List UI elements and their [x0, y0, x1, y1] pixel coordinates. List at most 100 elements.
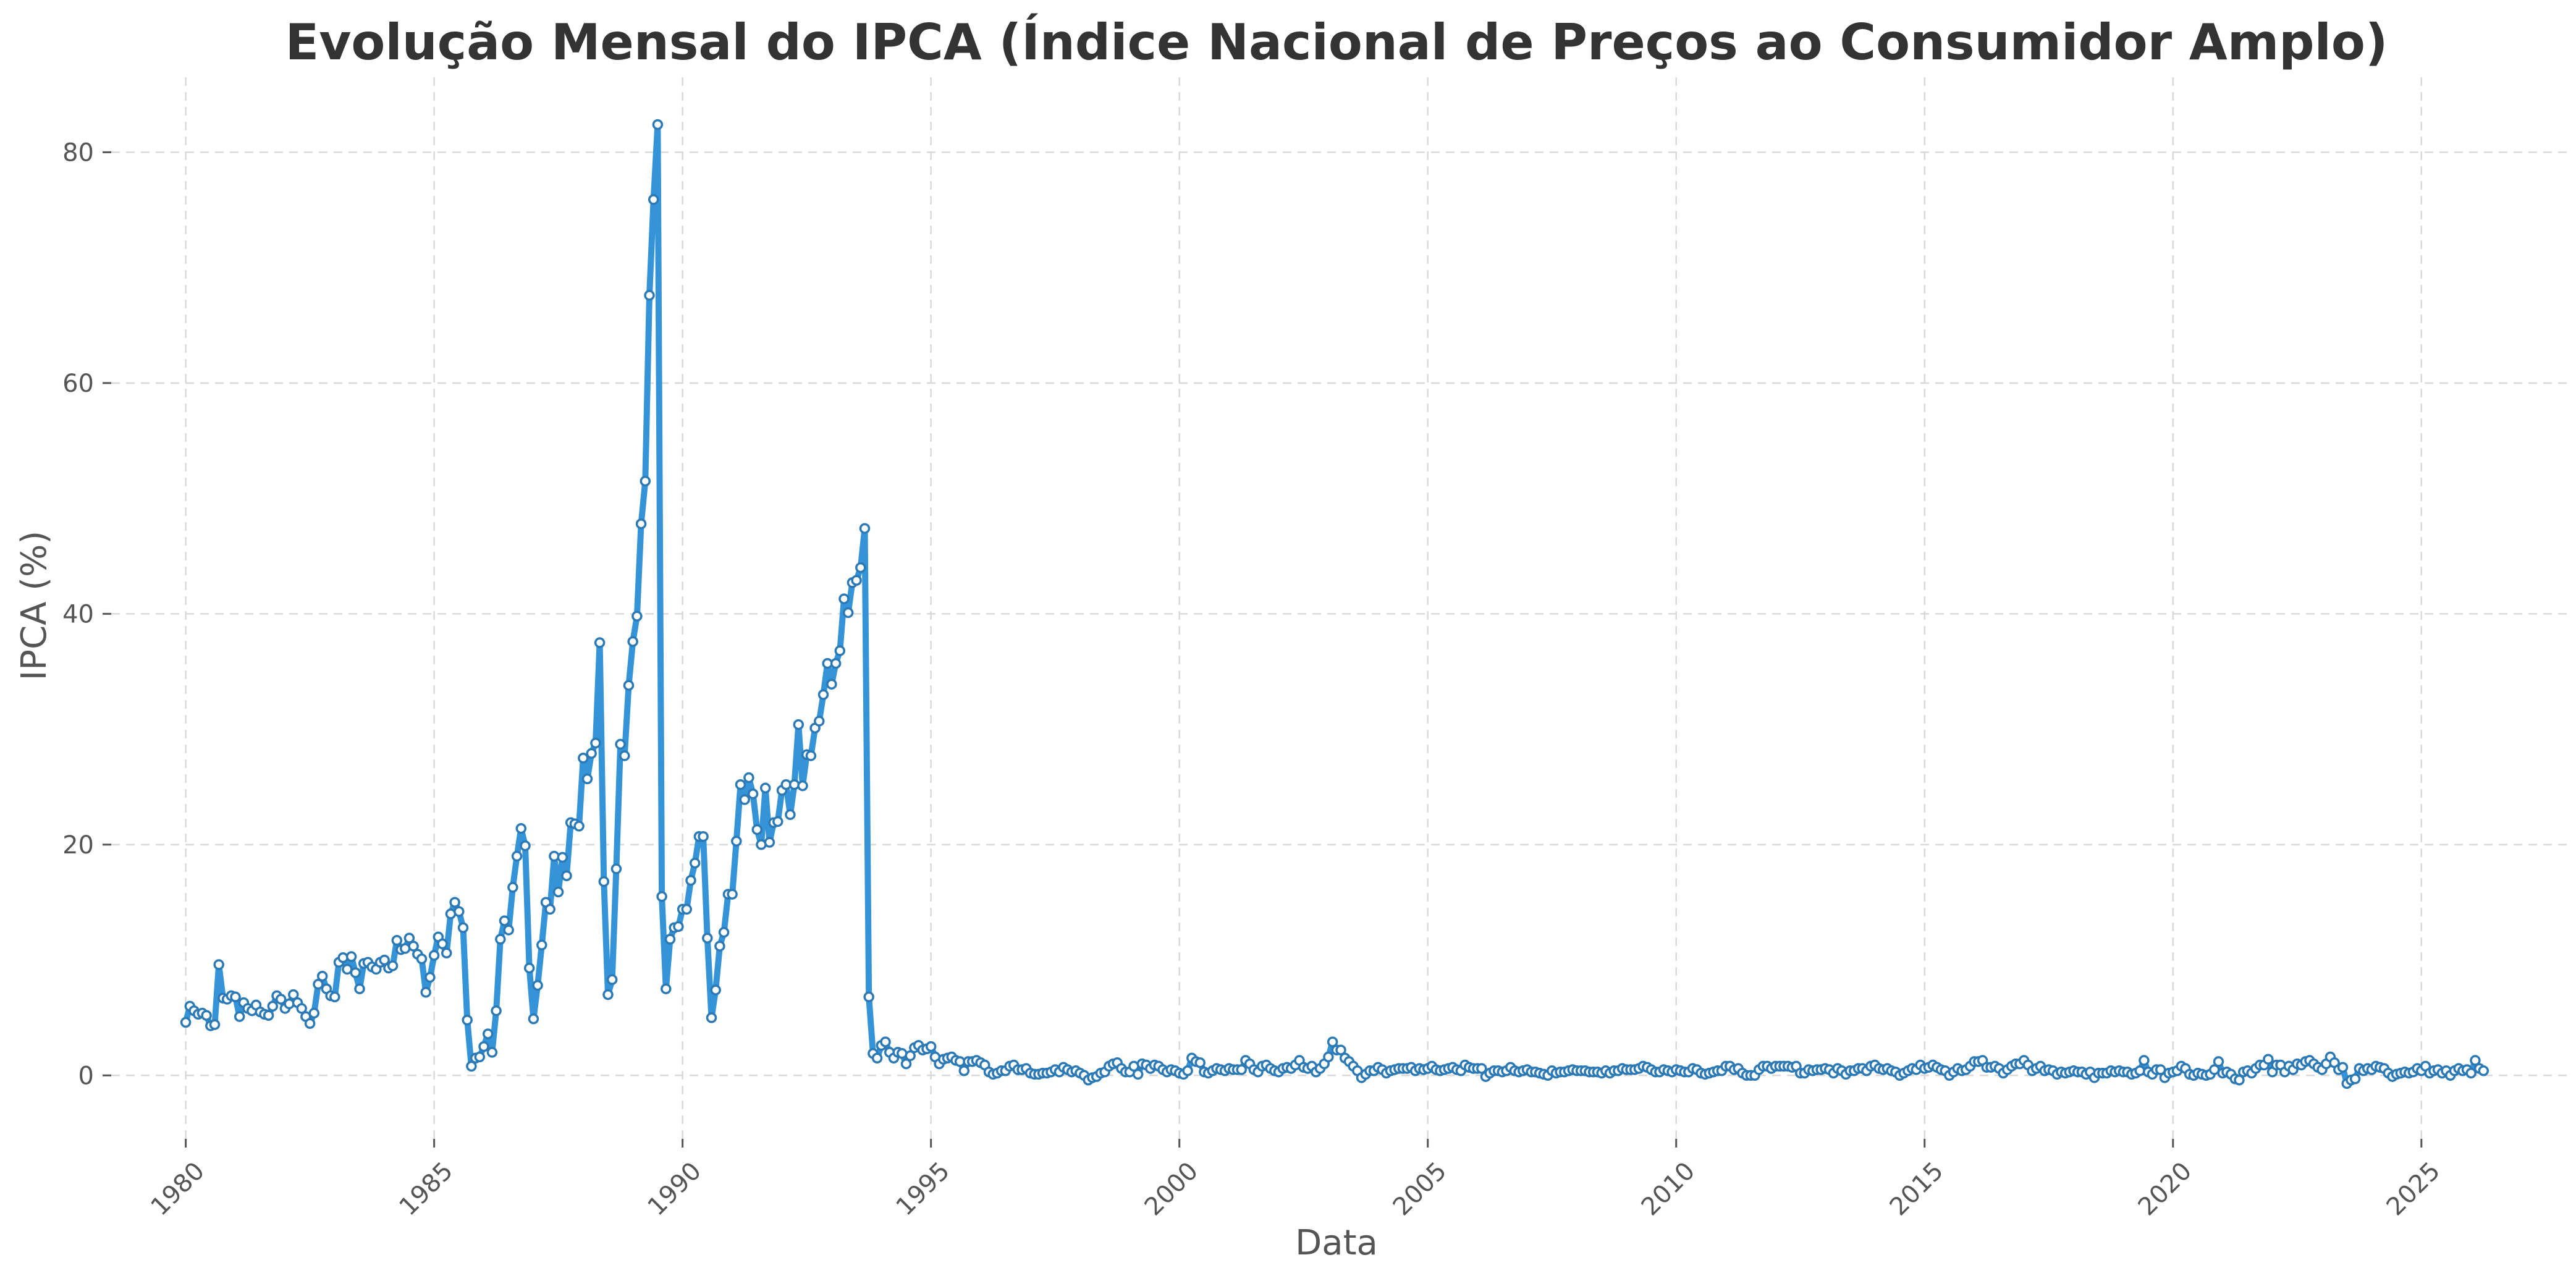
- data-point: [234, 1011, 245, 1022]
- data-point: [610, 863, 622, 874]
- data-point: [2234, 1075, 2245, 1086]
- data-point: [201, 1010, 212, 1021]
- data-point: [2470, 1055, 2481, 1066]
- data-point: [838, 593, 850, 604]
- data-point: [536, 939, 547, 951]
- data-point: [478, 1041, 489, 1052]
- data-point: [644, 290, 655, 301]
- data-point: [520, 840, 531, 852]
- data-point: [673, 921, 684, 932]
- data-point: [805, 750, 817, 761]
- data-point: [408, 941, 419, 952]
- data-point: [449, 897, 460, 908]
- y-tick-label: 60: [62, 370, 94, 398]
- series-layer: [180, 119, 2489, 1089]
- data-point: [416, 953, 428, 965]
- data-point: [213, 959, 224, 970]
- y-axis-label: IPCA (%): [14, 531, 54, 680]
- data-point: [387, 960, 399, 971]
- data-point: [871, 1052, 883, 1064]
- data-point: [420, 987, 431, 998]
- data-point: [503, 924, 514, 936]
- data-point: [345, 951, 357, 962]
- y-tick-label: 40: [62, 600, 94, 628]
- data-point: [507, 882, 518, 893]
- data-point: [1323, 1051, 1334, 1063]
- data-point: [544, 903, 555, 915]
- data-point: [586, 748, 597, 759]
- data-point: [482, 1028, 494, 1039]
- data-point: [2139, 1055, 2150, 1066]
- data-point: [511, 850, 523, 862]
- data-point: [403, 932, 415, 944]
- data-point: [532, 979, 543, 991]
- data-point: [817, 689, 829, 700]
- y-tick-label: 80: [62, 138, 94, 167]
- data-point: [863, 991, 874, 1003]
- data-point: [880, 1036, 891, 1047]
- data-point: [581, 773, 593, 785]
- data-point: [735, 779, 746, 790]
- data-point: [640, 475, 651, 487]
- data-point: [759, 782, 771, 794]
- data-point: [428, 950, 440, 961]
- data-point: [528, 1013, 539, 1025]
- data-point: [350, 967, 361, 978]
- data-point: [731, 835, 742, 847]
- data-point: [474, 1051, 486, 1063]
- data-point: [834, 645, 846, 656]
- data-point: [619, 750, 630, 761]
- data-point: [462, 1014, 473, 1026]
- data-point: [2213, 1056, 2224, 1067]
- x-axis-label: Data: [1295, 1223, 1378, 1263]
- data-point: [905, 1050, 916, 1062]
- data-point: [230, 991, 241, 1003]
- data-point: [2478, 1065, 2489, 1076]
- data-point: [797, 780, 808, 792]
- data-point: [275, 994, 287, 1005]
- data-point: [515, 822, 527, 834]
- data-point: [710, 984, 721, 996]
- data-point: [702, 932, 713, 944]
- data-point: [739, 794, 750, 805]
- data-point: [727, 889, 738, 900]
- chart-title: Evolução Mensal do IPCA (Índice Nacional…: [285, 13, 2388, 71]
- data-point: [590, 737, 601, 749]
- data-point: [859, 523, 871, 534]
- data-point: [454, 906, 465, 917]
- data-point: [718, 926, 730, 938]
- data-point: [602, 989, 614, 1000]
- data-point: [491, 1005, 502, 1017]
- data-point: [1182, 1065, 1193, 1076]
- data-point: [313, 979, 324, 990]
- data-point: [751, 824, 763, 835]
- data-point: [764, 837, 775, 848]
- data-point: [1236, 1064, 1247, 1075]
- data-point: [391, 935, 403, 946]
- data-point: [304, 1018, 316, 1029]
- data-point: [652, 119, 664, 130]
- data-point: [1476, 1063, 1487, 1074]
- data-point: [441, 947, 452, 959]
- y-tick-label: 0: [78, 1062, 94, 1090]
- data-point: [714, 941, 725, 952]
- data-point: [2337, 1062, 2349, 1073]
- data-point: [706, 1012, 717, 1023]
- data-point: [793, 719, 804, 730]
- data-point: [747, 788, 759, 800]
- data-point: [495, 934, 506, 945]
- data-point: [606, 974, 618, 986]
- data-point: [424, 971, 436, 983]
- data-point: [523, 962, 535, 974]
- data-point: [855, 562, 866, 573]
- y-tick-label: 20: [62, 831, 94, 860]
- data-point: [308, 1007, 320, 1019]
- data-point: [594, 637, 606, 648]
- data-point: [457, 922, 469, 934]
- data-point: [598, 876, 610, 887]
- data-point: [785, 809, 796, 821]
- data-point: [354, 983, 365, 994]
